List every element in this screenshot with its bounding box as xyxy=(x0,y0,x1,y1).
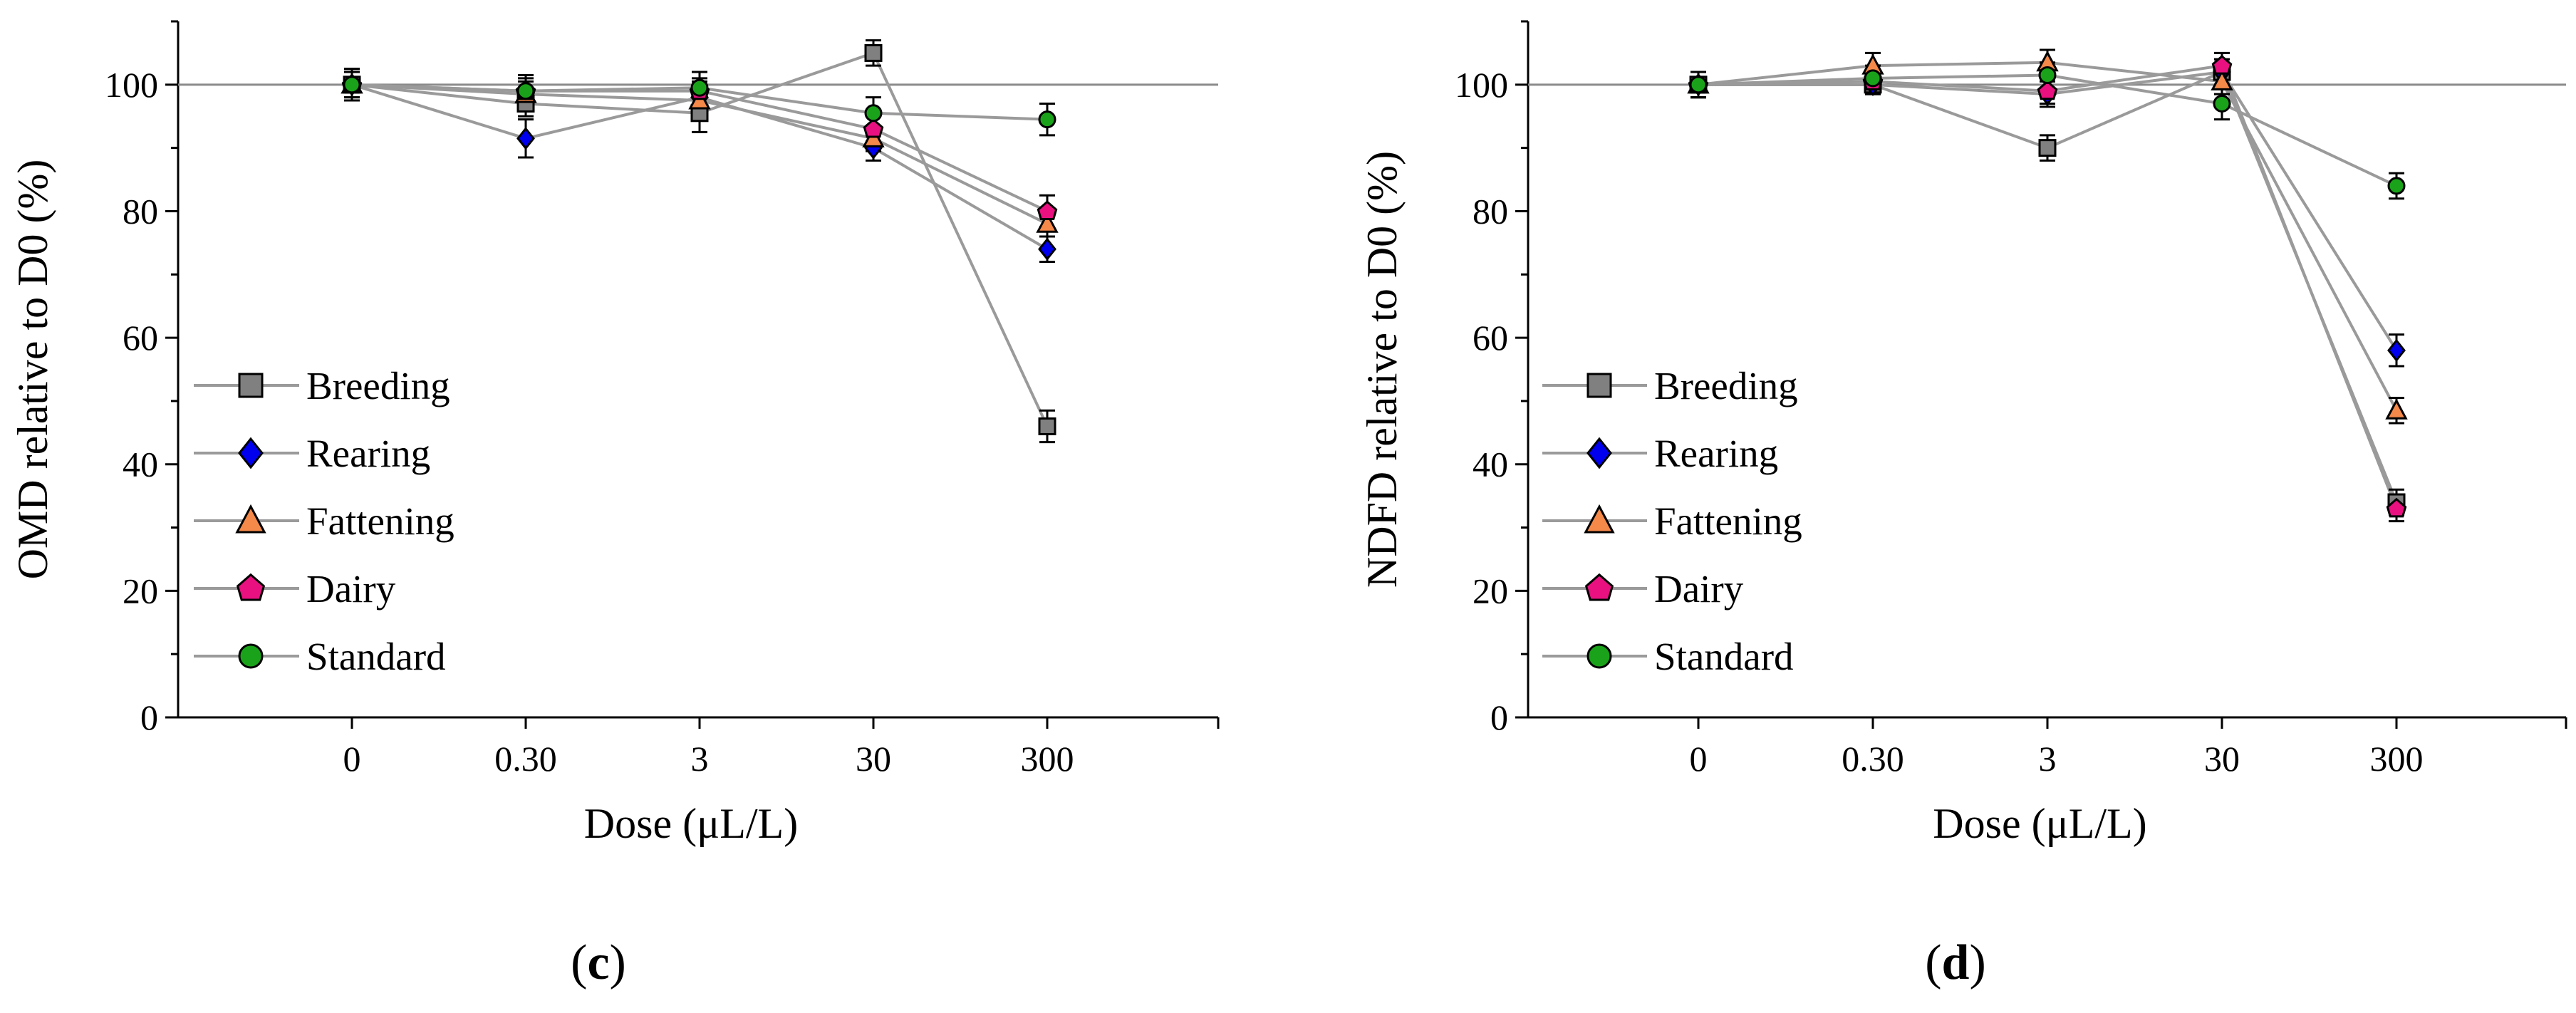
panel-d-y-tick-label: 20 xyxy=(1473,571,1508,611)
panel-d-point-dairy xyxy=(2211,54,2233,75)
panel-d-point-standard xyxy=(1864,69,1882,88)
panel-c-point-breeding xyxy=(1038,417,1056,435)
panel-d-series-line-fattening xyxy=(1698,61,2398,412)
panel-d-point-dairy xyxy=(2386,497,2407,518)
panel-c-legend-label: Standard xyxy=(306,635,446,678)
panel-c-y-tick-label: 60 xyxy=(123,318,158,358)
panel-d-legend-marker-breeding xyxy=(1586,373,1612,398)
panel-c-legend-label: Dairy xyxy=(306,567,396,611)
panel-c-point-standard xyxy=(864,104,883,123)
panel-d-x-tick-label: 0 xyxy=(1690,739,1708,779)
panel-d-legend-label: Rearing xyxy=(1654,432,1778,475)
panel-c-point-dairy xyxy=(1037,200,1058,220)
panel-d-series-line-dairy xyxy=(1698,63,2398,509)
panel-d-x-tick-label: 300 xyxy=(2370,739,2424,779)
panel-c-legend-label: Rearing xyxy=(306,432,430,475)
panel-d-legend-label: Standard xyxy=(1654,635,1794,678)
panel-c-x-tick-label: 3 xyxy=(691,739,709,779)
panel-d-point-rearing xyxy=(2387,338,2406,363)
panel-d-point-fattening xyxy=(2385,398,2408,420)
panel-d-legend-marker-dairy xyxy=(1584,573,1614,601)
panel-c-point-fattening xyxy=(1036,212,1059,233)
panel-c-x-tick-label: 0.30 xyxy=(494,739,557,779)
panel-c-label: (c) xyxy=(571,935,626,990)
panel-d-point-standard xyxy=(2213,94,2231,113)
panel-d-x-tick-label: 30 xyxy=(2204,739,2240,779)
panel-d-x-axis-title: Dose (μL/L) xyxy=(1933,800,2146,847)
panel-c-legend-marker-rearing xyxy=(238,437,264,469)
panel-d-point-standard xyxy=(2387,177,2406,195)
panel-c-point-rearing xyxy=(1038,237,1056,261)
panel-c-y-tick-label: 0 xyxy=(140,697,158,737)
panel-d-y-axis-title: NDFD relative to D0 (%) xyxy=(1359,151,1406,588)
panel-d-point-breeding xyxy=(2038,139,2057,157)
panel-c-y-tick-label: 80 xyxy=(123,191,158,231)
panel-d-x-tick-label: 3 xyxy=(2039,739,2057,779)
panel-c-point-standard xyxy=(1038,110,1056,129)
panel-d-legend-marker-rearing xyxy=(1586,437,1612,469)
panel-c-legend-label: Breeding xyxy=(306,364,450,407)
panel-c-legend-marker-breeding xyxy=(238,373,264,398)
panel-d-y-tick-label: 80 xyxy=(1473,191,1508,231)
panel-c-x-tick-label: 0 xyxy=(343,739,361,779)
panel-c-x-tick-label: 30 xyxy=(856,739,891,779)
panel-c-point-standard xyxy=(343,76,361,94)
panel-d-legend-label: Breeding xyxy=(1654,364,1798,407)
panel-c-legend-label: Fattening xyxy=(306,499,455,543)
panel-c-x-axis-title: Dose (μL/L) xyxy=(584,800,798,847)
panel-d-point-standard xyxy=(2038,66,2057,84)
panel-c-y-tick-label: 100 xyxy=(105,65,158,105)
panel-d-legend-marker-standard xyxy=(1586,643,1612,669)
panel-d-legend-label: Fattening xyxy=(1654,499,1802,543)
panel-c-point-standard xyxy=(516,82,535,100)
panel-c-chart: 0 20 40 60 80 100 0 0.30 3 30 300 Dose (μL/L) OMD re… xyxy=(9,20,1220,990)
panel-c-point-breeding xyxy=(864,43,883,62)
panel-d-x-tick-label: 0.30 xyxy=(1842,739,1904,779)
panel-d-point-fattening xyxy=(2211,69,2233,90)
panel-d-y-tick-label: 100 xyxy=(1455,65,1508,105)
panel-d-legend-marker-fattening xyxy=(1584,504,1615,534)
panel-c-point-rearing xyxy=(516,127,535,150)
panel-c-point-dairy xyxy=(863,118,884,138)
panel-c-legend-marker-standard xyxy=(238,643,264,669)
panel-d-y-tick-label: 60 xyxy=(1473,318,1508,358)
panel-d-chart: 0 20 40 60 80 100 0 0.30 3 30 300 Dose (μL/L) NDFD r… xyxy=(1359,20,2567,990)
panel-c-point-standard xyxy=(690,78,709,97)
panel-c-y-tick-label: 40 xyxy=(123,445,158,484)
panel-d-y-tick-label: 40 xyxy=(1473,445,1508,484)
panel-c-y-tick-label: 20 xyxy=(123,571,158,611)
panel-d-label: (d) xyxy=(1925,935,1986,990)
panel-d-point-dairy xyxy=(2037,80,2058,100)
panel-c-x-tick-label: 300 xyxy=(1021,739,1074,779)
panel-d-point-standard xyxy=(1689,76,1708,94)
panel-c-y-axis-title: OMD relative to D0 (%) xyxy=(9,160,56,580)
panel-c-legend-marker-fattening xyxy=(235,504,266,534)
panel-d-y-tick-label: 0 xyxy=(1490,697,1508,737)
panel-d-legend-label: Dairy xyxy=(1654,567,1744,611)
panel-c-legend-marker-dairy xyxy=(236,573,266,601)
